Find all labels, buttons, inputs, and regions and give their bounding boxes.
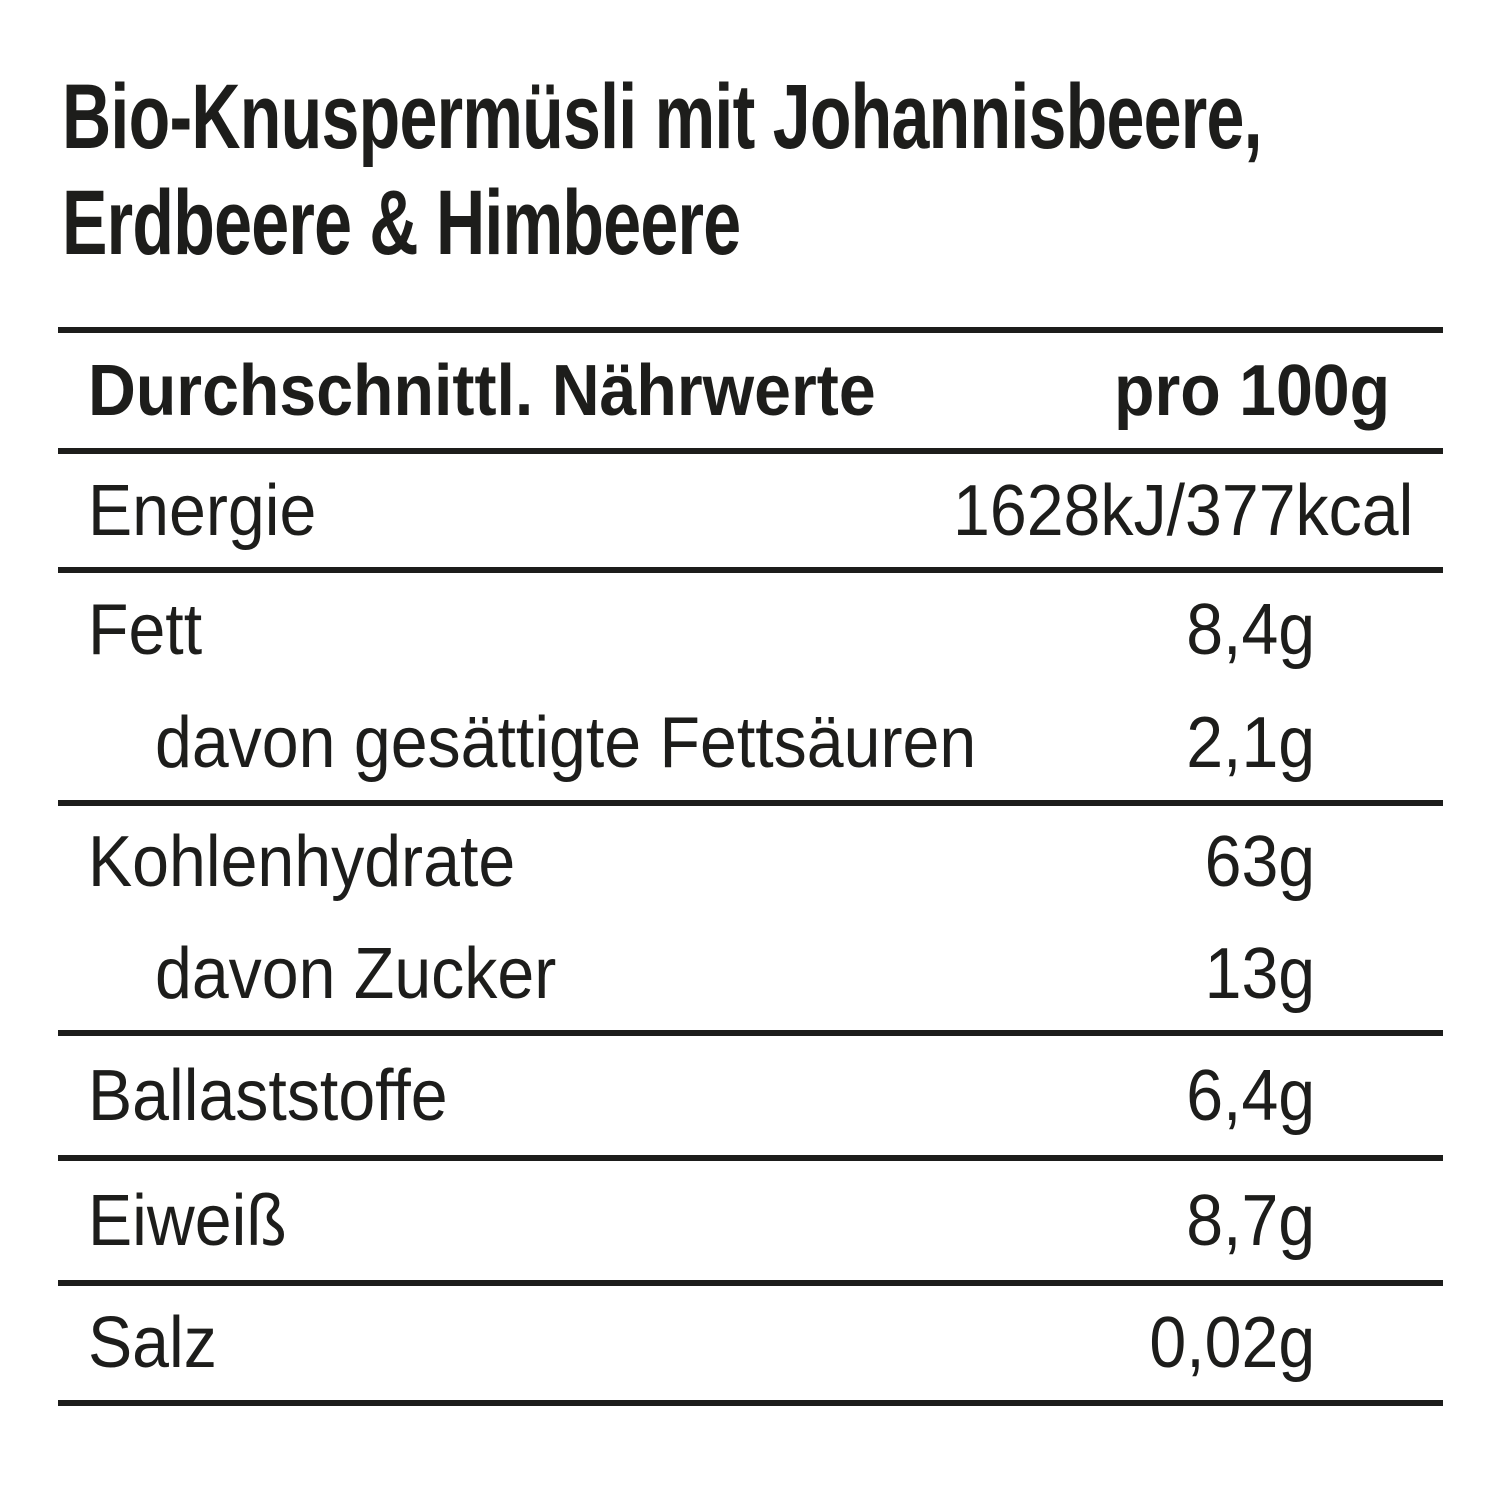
product-title-line2: Erdbeere & Himbeere bbox=[62, 172, 741, 274]
row-value: 8,4g bbox=[1186, 589, 1315, 670]
table-section: Fett 8,4g davon gesättigte Fettsäuren 2,1g bbox=[58, 573, 1443, 806]
table-row: Ballaststoffe 6,4g bbox=[58, 1036, 1443, 1155]
table-section: Energie 1628kJ/377kcal bbox=[58, 454, 1443, 573]
row-label: Fett bbox=[88, 589, 203, 670]
row-value: 1628kJ/377kcal bbox=[952, 470, 1413, 551]
row-value: 8,7g bbox=[1186, 1180, 1315, 1261]
table-header-unit: pro 100g bbox=[1113, 350, 1390, 431]
table-row: davon gesättigte Fettsäuren 2,1g bbox=[58, 687, 1443, 801]
row-value: 6,4g bbox=[1186, 1055, 1315, 1136]
row-label: Ballaststoffe bbox=[88, 1055, 448, 1136]
table-row: Salz 0,02g bbox=[58, 1286, 1443, 1400]
table-row: Energie 1628kJ/377kcal bbox=[58, 454, 1443, 567]
row-value: 63g bbox=[1204, 822, 1315, 902]
row-label: Kohlenhydrate bbox=[88, 822, 516, 902]
table-row: Fett 8,4g bbox=[58, 573, 1443, 687]
row-label: davon Zucker bbox=[155, 934, 557, 1014]
table-header-label: Durchschnittl. Nährwerte bbox=[88, 350, 876, 431]
product-title: Bio-Knuspermüsli mit Johannisbeere, Erdb… bbox=[62, 64, 1500, 276]
table-section: Eiweiß 8,7g bbox=[58, 1161, 1443, 1286]
row-label: Energie bbox=[88, 470, 317, 551]
table-row: Kohlenhydrate 63g bbox=[58, 806, 1443, 918]
table-section: Ballaststoffe 6,4g bbox=[58, 1036, 1443, 1161]
row-value: 0,02g bbox=[1149, 1303, 1315, 1383]
row-value: 13g bbox=[1204, 934, 1315, 1014]
row-label: davon gesättigte Fettsäuren bbox=[155, 703, 977, 784]
table-row: davon Zucker 13g bbox=[58, 918, 1443, 1030]
product-title-line1: Bio-Knuspermüsli mit Johannisbeere, bbox=[62, 66, 1263, 168]
table-body: Energie 1628kJ/377kcal Fett 8,4g davon gesät… bbox=[58, 454, 1443, 1406]
table-section: Salz 0,02g bbox=[58, 1286, 1443, 1406]
nutrition-table: Durchschnittl. Nährwerte pro 100g Energi… bbox=[58, 327, 1443, 1406]
row-label: Eiweiß bbox=[88, 1180, 287, 1261]
table-row: Eiweiß 8,7g bbox=[58, 1161, 1443, 1280]
table-section: Kohlenhydrate 63g davon Zucker 13g bbox=[58, 806, 1443, 1036]
row-value: 2,1g bbox=[1186, 703, 1315, 784]
row-label: Salz bbox=[88, 1303, 217, 1383]
table-header-row: Durchschnittl. Nährwerte pro 100g bbox=[58, 333, 1443, 454]
